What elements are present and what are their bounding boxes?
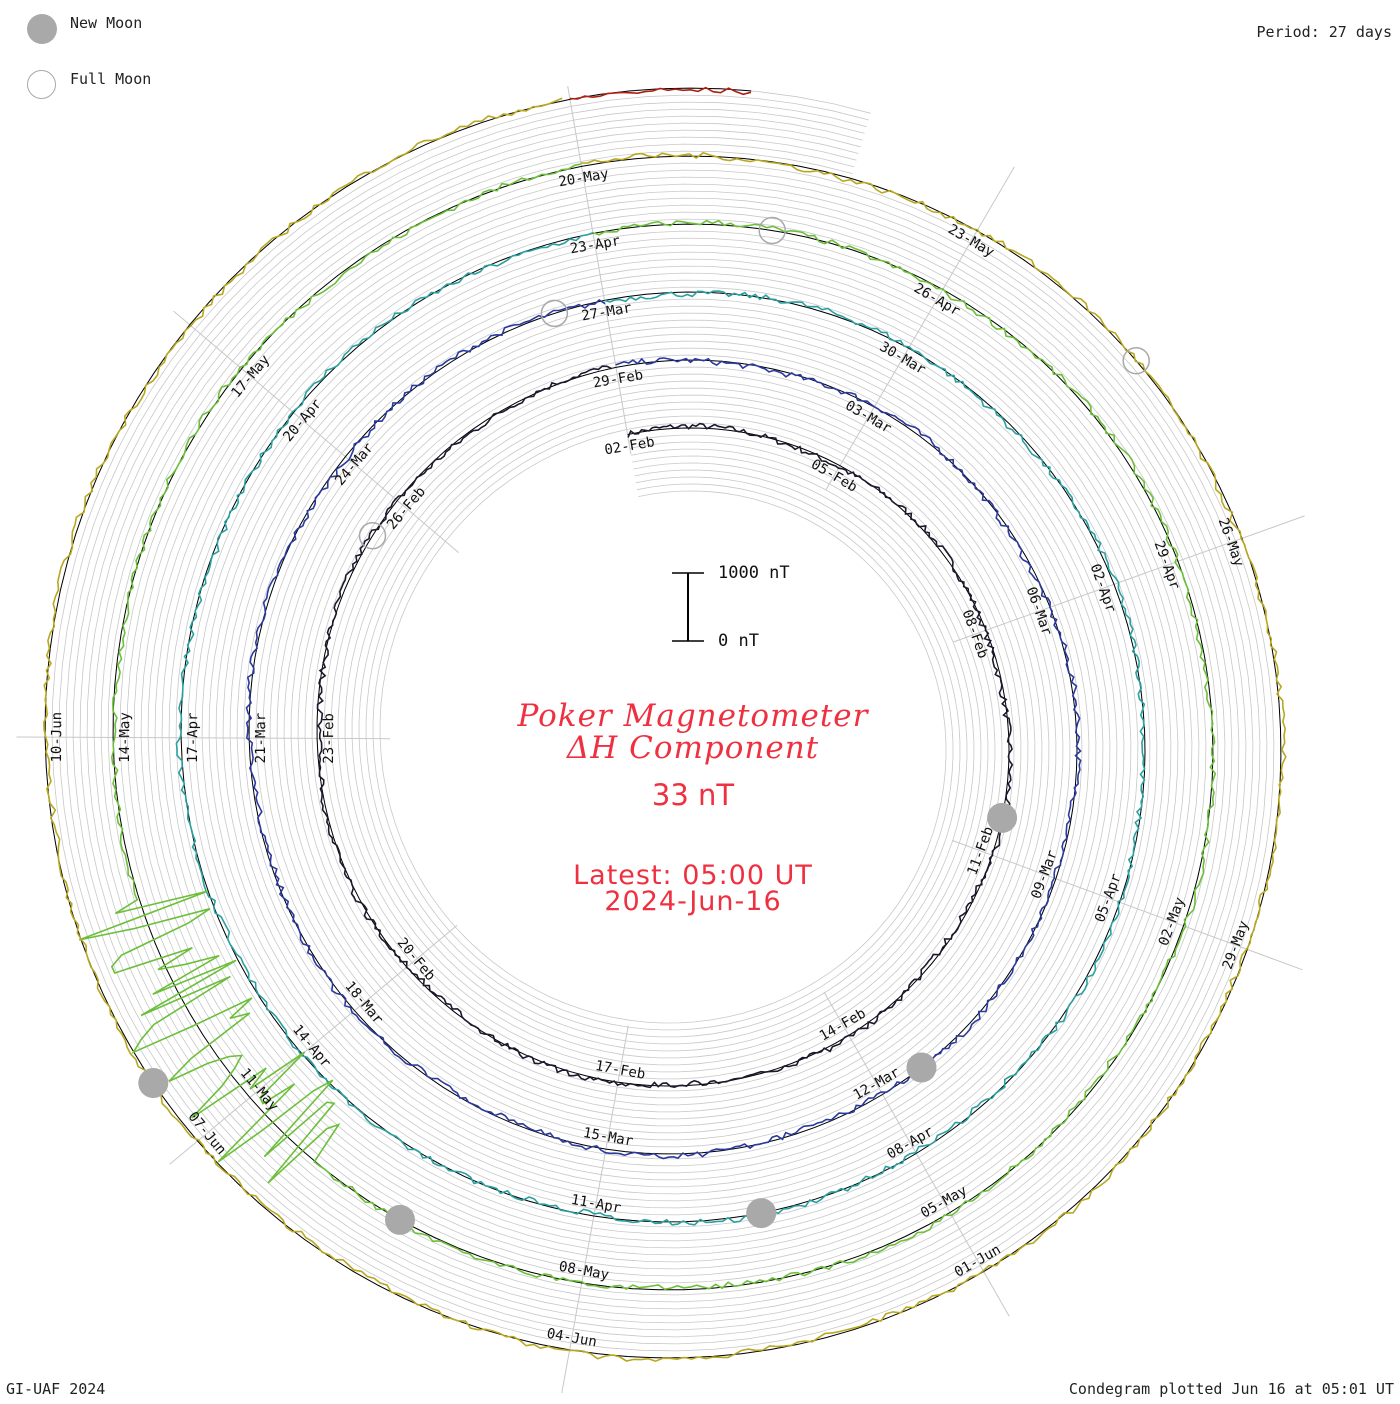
- date-label-3-7: 14-May: [117, 712, 133, 763]
- trace-cycle-6: [569, 86, 752, 100]
- full-moon-legend-label: Full Moon: [70, 70, 152, 88]
- latest-date: 2024-Jun-16: [604, 886, 782, 917]
- grid-spiral-4: [72, 115, 1254, 1331]
- grid-spoke-4: [823, 991, 1010, 1317]
- grid-spoke-1: [825, 166, 1015, 490]
- current-value: 33 nT: [651, 778, 735, 812]
- date-label-0-7: 23-Feb: [321, 713, 337, 764]
- grid-spiral-6: [86, 129, 1240, 1317]
- grid-spiral-3: [65, 108, 1261, 1338]
- grid-spiral-5: [79, 122, 1247, 1324]
- grid-spiral-7: [93, 136, 1233, 1310]
- latest-time: Latest: 05:00 UT: [573, 860, 813, 891]
- scale-bottom-label: 0 nT: [718, 631, 759, 651]
- grid-spokes: [16, 85, 1305, 1394]
- date-label-1-2: 06-Mar: [1023, 585, 1055, 638]
- full-moon-legend-icon: [27, 70, 56, 99]
- data-traces: [42, 86, 1287, 1363]
- date-label-4-2: 26-May: [1215, 516, 1247, 569]
- baseline-path: [44, 87, 1282, 1359]
- new-moon-marker-2: [746, 1198, 777, 1229]
- date-label-0-2: 08-Feb: [959, 608, 991, 661]
- grid-rings: [44, 87, 1282, 1359]
- footer-plotted: Condegram plotted Jun 16 at 05:01 UT: [1068, 1380, 1394, 1398]
- trace-cycle-5: [42, 97, 1287, 1363]
- trace-cycle-4: [78, 163, 1217, 1291]
- full-moon-marker-1: [540, 299, 569, 328]
- new-moon-legend-label: New Moon: [70, 14, 143, 32]
- grid-spiral-9: [107, 150, 1219, 1296]
- trace-cycle-1: [316, 365, 1014, 1089]
- grid-spoke-5: [561, 1025, 629, 1394]
- new-moon-marker-0: [987, 802, 1018, 833]
- baseline-spiral: [44, 87, 1282, 1359]
- date-label-4-3: 29-May: [1220, 919, 1253, 972]
- new-moon-marker-1: [906, 1052, 937, 1083]
- date-label-2-2: 02-Apr: [1087, 562, 1119, 615]
- grid-spoke-8: [173, 310, 460, 553]
- chart-title: Poker Magnetometer: [517, 698, 869, 734]
- moon-markers: [138, 216, 1150, 1235]
- grid-spiral-8: [100, 143, 1226, 1303]
- period-label: Period: 27 days: [1256, 23, 1392, 41]
- date-label-4-7: 10-Jun: [49, 712, 65, 763]
- grid-spiral-1: [51, 94, 1275, 1352]
- date-label-1-7: 21-Mar: [253, 713, 269, 764]
- grid-spoke-2: [952, 515, 1305, 643]
- full-moon-marker-2: [758, 216, 786, 245]
- new-moon-marker-4: [138, 1068, 169, 1098]
- scale-bar: [672, 572, 704, 642]
- trace-cycle-2: [245, 298, 1082, 1160]
- grid-spoke-7: [16, 736, 391, 740]
- full-moon-marker-3: [1122, 346, 1150, 375]
- chart-subtitle: ΔH Component: [566, 730, 820, 766]
- grid-spiral-2: [58, 101, 1268, 1345]
- footer-credit: GI-UAF 2024: [6, 1380, 106, 1398]
- scale-top-label: 1000 nT: [718, 563, 790, 583]
- grid-spoke-6: [169, 925, 458, 1165]
- new-moon-legend-icon: [27, 14, 57, 44]
- grid-spoke-0: [567, 85, 632, 455]
- full-moon-marker-0: [358, 521, 387, 550]
- date-label-0-0: 02-Feb: [603, 434, 656, 458]
- date-label-2-7: 17-Apr: [185, 712, 201, 763]
- grid-spoke-3: [951, 839, 1303, 971]
- new-moon-marker-3: [385, 1204, 415, 1235]
